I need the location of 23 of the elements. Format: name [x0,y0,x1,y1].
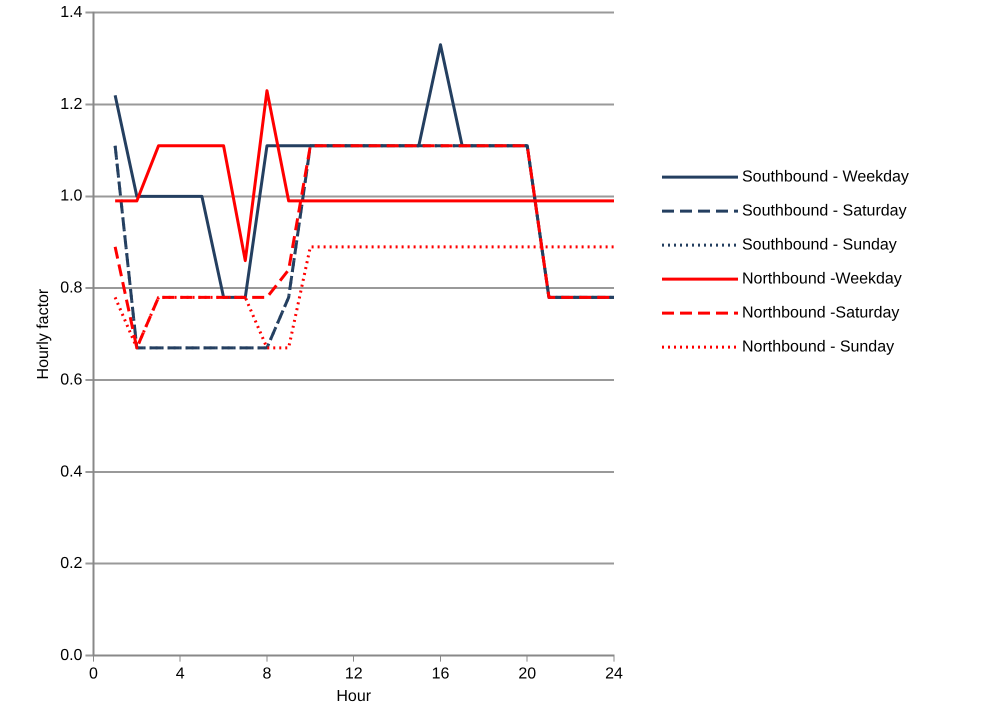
legend-label: Northbound - Sunday [742,338,894,356]
y-tick-label: 0.6 [60,371,83,388]
y-tick-label: 1.2 [60,96,83,113]
legend-label: Southbound - Saturday [742,202,907,220]
legend-label: Northbound -Saturday [742,304,900,322]
y-tick-label: 1.4 [60,4,83,22]
legend-label: Northbound -Weekday [742,270,902,288]
x-axis-title: Hour [336,688,372,705]
legend-label: Southbound - Weekday [742,168,909,186]
y-tick-label: 1.0 [60,188,83,205]
legend-label: Southbound - Sunday [742,236,897,254]
y-axis-title: Hourly factor [35,288,52,380]
y-tick-label: 0.2 [60,555,83,572]
y-tick-label: 0.8 [60,280,83,297]
y-tick-label: 0.4 [60,463,83,480]
x-tick-label: 20 [518,666,536,683]
x-tick-label: 16 [432,666,450,683]
x-tick-label: 24 [605,666,623,683]
x-tick-label: 12 [344,666,363,683]
x-tick-label: 4 [176,666,185,683]
x-tick-label: 8 [262,666,272,683]
x-tick-label: 0 [88,666,98,683]
y-tick-label: 0.0 [60,647,83,664]
